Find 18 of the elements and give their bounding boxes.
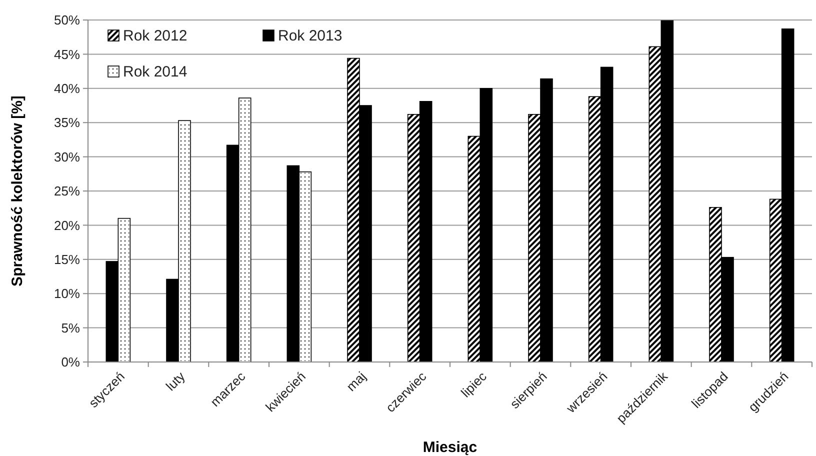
y-tick-label: 5% xyxy=(61,320,80,336)
y-tick-label: 45% xyxy=(54,46,80,62)
y-tick-label: 15% xyxy=(54,252,80,267)
y-tick-label: 40% xyxy=(54,80,80,96)
y-tick-label: 0% xyxy=(61,354,80,370)
legend-label: Rok 2013 xyxy=(278,27,342,44)
y-axis-title: Sprawność kolektorów [%] xyxy=(9,96,26,286)
y-tick-label: 30% xyxy=(54,149,80,164)
legend-label: Rok 2014 xyxy=(123,63,188,80)
x-tick-label: luty xyxy=(162,368,188,394)
y-tick-label: 20% xyxy=(54,218,80,233)
x-tick-label: maj xyxy=(343,368,369,394)
y-tick-label: 35% xyxy=(54,115,80,130)
y-tick-label: 25% xyxy=(54,184,80,199)
y-tick-label: 50% xyxy=(54,12,80,28)
x-axis-title: Miesiąc xyxy=(422,439,478,456)
y-tick-label: 10% xyxy=(54,286,80,302)
legend-label: Rok 2012 xyxy=(123,27,188,44)
